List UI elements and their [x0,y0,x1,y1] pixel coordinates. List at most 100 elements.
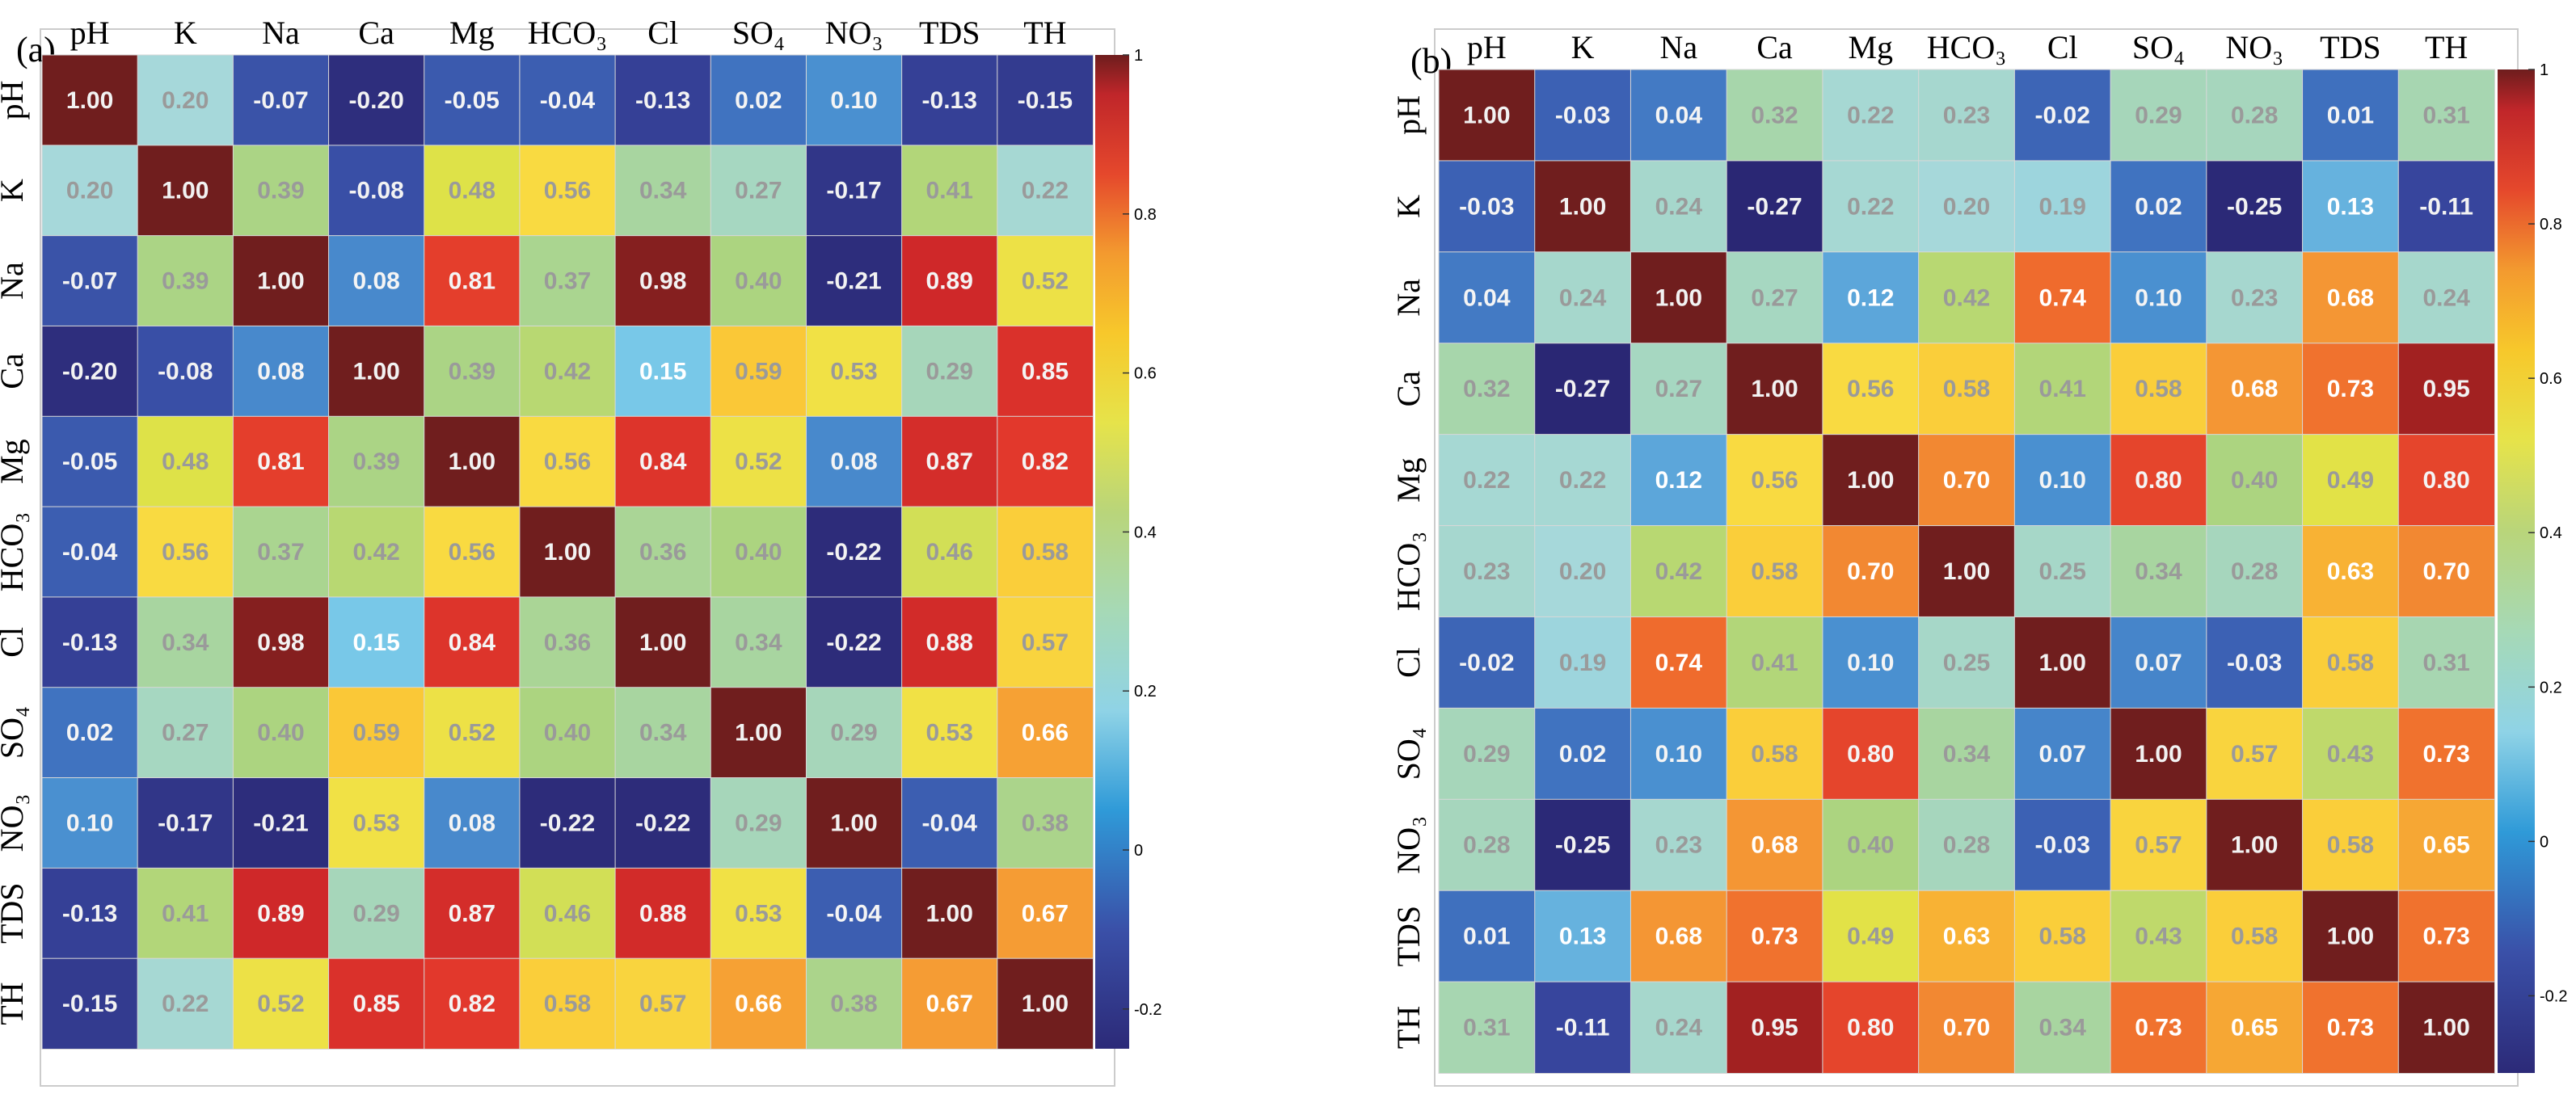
b-col-label-ca: Ca [1756,29,1793,65]
a-cell-tds-tds [901,867,998,960]
a-cell-label-k-no3: -0.17 [826,178,881,204]
a-col-label-so4: SO₄ [732,15,785,51]
a-row-label-mg: Mg [0,439,30,484]
a-cell-k-th [997,145,1094,237]
a-cell-th-tds [901,957,998,1050]
b-cell-so4-ph [1438,707,1536,801]
a-cell-label-so4-k: 0.27 [162,720,209,747]
b-cell-label-ph-hco3: 0.23 [1943,102,1990,128]
b-cell-ca-mg [1822,343,1920,435]
a-cell-no3-th [997,777,1094,869]
b-cell-label-ca-k: -0.27 [1555,376,1610,402]
b-row-label-na: Na [1390,279,1427,317]
b-cell-ph-th [2397,69,2495,162]
a-row-label-so4: SO₄ [0,706,30,759]
a-cell-label-so4-cl: 0.34 [639,720,687,747]
b-cell-label-cl-no3: -0.03 [2227,650,2282,676]
a-cell-label-k-cl: 0.34 [639,178,687,204]
a-colorbar-tick-label-1: 0.8 [1134,206,1157,224]
panel-b-colorbar: 1 0.8 0.6 0.4 0.2 0 -0.2 [2498,61,2567,1073]
a-cell-ca-k [137,325,234,418]
a-cell-tds-mg [424,867,521,960]
b-cell-label-so4-th: 0.73 [2422,741,2469,768]
b-cell-cl-no3 [2206,616,2304,709]
a-cell-label-ph-th: -0.15 [1018,87,1073,114]
a-cell-th-hco3 [519,957,617,1050]
a-cell-ph-no3 [805,54,903,146]
a-cell-label-ph-hco3: -0.04 [540,87,596,114]
a-cell-label-so4-na: 0.40 [257,720,304,747]
b-cell-label-mg-na: 0.12 [1655,467,1702,494]
a-cell-no3-no3 [805,777,903,869]
a-cell-label-th-mg: 0.82 [449,991,495,1017]
a-cell-mg-tds [901,415,998,508]
b-cell-label-th-cl: 0.34 [2039,1015,2087,1041]
b-cell-label-no3-no3: 1.00 [2231,832,2278,859]
b-cell-label-k-th: -0.11 [2419,193,2473,220]
b-cell-cl-k [1534,616,1632,709]
b-cell-na-mg [1822,251,1920,344]
b-cell-label-tds-mg: 0.49 [1847,924,1894,950]
a-col-label-ca: Ca [358,15,394,51]
b-row-label-hco3: HCO₃ [1390,532,1427,611]
a-cell-label-mg-k: 0.48 [162,448,209,475]
b-cell-label-hco3-ca: 0.58 [1751,558,1798,585]
a-row-label-cl: Cl [0,627,30,658]
a-cell-so4-na [232,687,330,779]
a-cell-label-cl-mg: 0.84 [449,629,496,656]
a-cell-label-k-ph: 0.20 [66,178,113,204]
a-cell-label-ph-tds: -0.13 [922,87,977,114]
a-cell-tds-th [997,867,1094,960]
b-cell-label-tds-no3: 0.58 [2231,924,2278,950]
a-cell-th-mg [424,957,521,1050]
a-cell-so4-mg [424,687,521,779]
a-cell-label-th-ca: 0.85 [352,991,399,1017]
b-cell-tds-tds [2302,890,2400,983]
b-cell-label-na-tds: 0.68 [2327,284,2374,311]
a-cell-cl-mg [424,596,521,688]
a-cell-label-na-na: 1.00 [257,268,304,295]
b-cell-label-no3-na: 0.23 [1655,832,1702,859]
b-cell-tds-th [2397,890,2495,983]
b-cell-th-ph [1438,981,1536,1075]
a-cell-label-no3-hco3: -0.22 [540,810,595,836]
a-cell-label-so4-tds: 0.53 [926,720,973,747]
a-cell-label-so4-hco3: 0.40 [544,720,591,747]
a-cell-label-hco3-no3: -0.22 [826,539,881,566]
b-cell-no3-ph [1438,798,1536,892]
b-cell-label-th-th: 1.00 [2422,1015,2469,1041]
b-cell-na-no3 [2206,251,2304,344]
a-cell-label-mg-ph: -0.05 [62,448,117,475]
b-cell-label-na-no3: 0.23 [2231,284,2278,311]
a-cell-label-ca-hco3: 0.42 [544,358,591,385]
a-cell-label-ph-cl: -0.13 [635,87,690,114]
b-cell-no3-ca [1726,798,1823,892]
a-cell-label-tds-mg: 0.87 [449,900,495,927]
a-colorbar-tick-label-2: 0.6 [1134,365,1157,383]
b-cell-label-th-k: -0.11 [1556,1015,1610,1041]
b-cell-so4-ca [1726,707,1823,801]
b-cell-label-ca-th: 0.95 [2422,376,2469,402]
b-cell-label-ph-k: -0.03 [1555,102,1610,128]
b-cell-label-na-ph: 0.04 [1463,284,1511,311]
b-cell-label-so4-no3: 0.57 [2231,741,2278,768]
a-cell-label-so4-ph: 0.02 [66,720,113,747]
a-cell-tds-so4 [710,867,807,960]
b-cell-na-ph [1438,251,1536,344]
a-cell-cl-ca [328,596,425,688]
a-row-label-k: K [0,179,30,202]
b-cell-ca-k [1534,343,1632,435]
b-cell-so4-hco3 [1918,707,2016,801]
b-colorbar-tick-label-5: 0 [2540,833,2549,851]
a-cell-ca-hco3 [519,325,617,418]
a-cell-label-cl-ca: 0.15 [352,629,399,656]
a-cell-label-mg-hco3: 0.56 [544,448,591,475]
a-cell-label-ph-mg: -0.05 [445,87,500,114]
a-cell-k-no3 [805,145,903,237]
b-col-label-k: K [1571,29,1595,65]
a-cell-label-no3-cl: -0.22 [635,810,690,836]
a-cell-label-th-cl: 0.57 [639,991,686,1017]
b-colorbar-tick-label-6: -0.2 [2540,987,2567,1005]
b-cell-label-k-no3: -0.25 [2227,193,2282,220]
b-cell-so4-k [1534,707,1632,801]
